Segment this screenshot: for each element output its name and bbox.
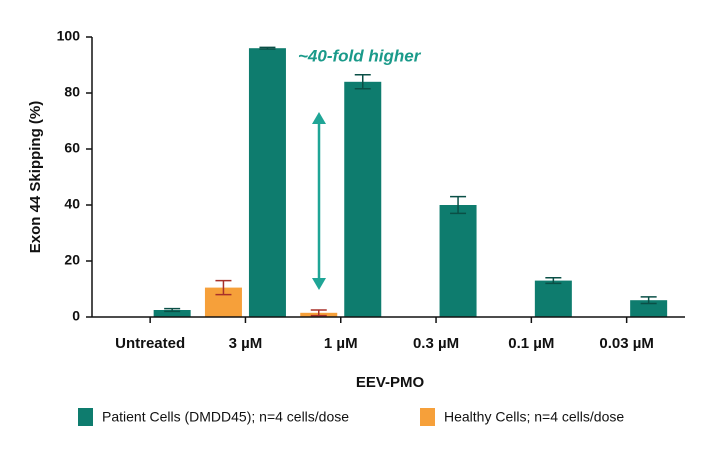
legend-swatch — [420, 408, 435, 426]
y-tick-label: 20 — [64, 252, 80, 268]
x-tick-label: 0.3 µM — [413, 335, 459, 352]
bar — [534, 280, 572, 317]
error-bar — [640, 296, 657, 305]
error-bar — [215, 279, 232, 296]
double-arrow — [312, 112, 326, 290]
x-tick-label: 0.03 µM — [599, 335, 654, 352]
error-bar — [310, 309, 327, 317]
legend-swatch — [78, 408, 93, 426]
bar — [344, 81, 382, 317]
bar — [153, 310, 191, 317]
error-bar — [164, 307, 181, 313]
bar — [630, 300, 668, 317]
x-tick-label: 0.1 µM — [508, 335, 554, 352]
legend-label: Healthy Cells; n=4 cells/dose — [444, 409, 624, 425]
annotation: ~40-fold higher — [298, 46, 422, 65]
error-bar — [354, 74, 371, 90]
bar — [248, 48, 286, 317]
error-bar — [259, 46, 276, 50]
bar — [439, 205, 477, 317]
x-tick-label: 1 µM — [324, 335, 358, 352]
y-tick-label: 40 — [64, 196, 80, 212]
y-tick-label: 60 — [64, 140, 80, 156]
error-bar — [545, 277, 562, 285]
legend-label: Patient Cells (DMDD45); n=4 cells/dose — [102, 409, 349, 425]
y-tick-label: 100 — [57, 28, 81, 44]
x-axis-title: EEV-PMO — [356, 374, 425, 391]
y-tick-label: 0 — [72, 308, 80, 324]
y-tick-label: 80 — [64, 84, 80, 100]
x-tick-label: 3 µM — [229, 335, 263, 352]
y-axis-title: Exon 44 Skipping (%) — [27, 101, 44, 254]
error-bar — [450, 195, 467, 215]
x-tick-label: Untreated — [115, 335, 185, 352]
